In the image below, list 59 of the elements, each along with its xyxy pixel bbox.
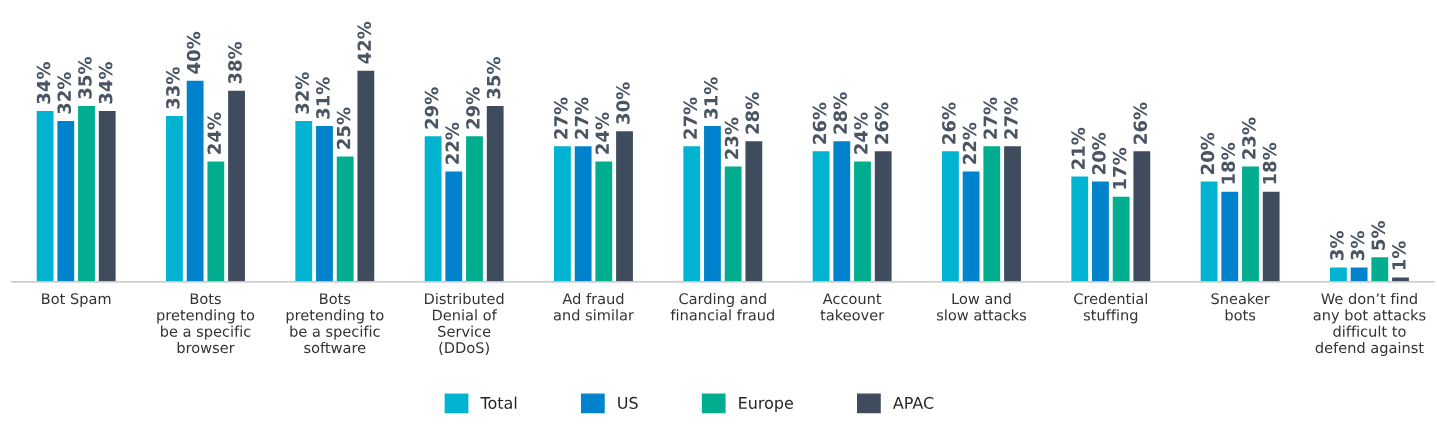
data-label: 28% xyxy=(833,92,848,134)
data-label: 34% xyxy=(98,62,113,104)
x-tick-label: Account takeover xyxy=(820,293,885,321)
x-tick-label: Ad fraud and similar xyxy=(553,292,634,321)
data-label: 38% xyxy=(228,41,242,84)
data-label: 22% xyxy=(962,122,977,164)
data-label: 26% xyxy=(942,102,956,144)
data-label: 35% xyxy=(486,57,501,99)
data-label: 26% xyxy=(1133,102,1148,144)
data-label: 20% xyxy=(1200,132,1215,174)
data-label: 17% xyxy=(1112,147,1127,189)
x-tick-label: Credential stuffing xyxy=(1074,292,1147,324)
data-label: 26% xyxy=(812,102,827,144)
data-label: 23% xyxy=(1242,117,1256,159)
data-label: 31% xyxy=(316,77,330,119)
data-label: 27% xyxy=(683,97,698,139)
data-label: 24% xyxy=(854,112,868,154)
x-tick-label: Sneaker bots xyxy=(1211,292,1270,321)
data-label: 22% xyxy=(445,122,460,164)
x-tick-label: Distributed Denial of Service (DDoS) xyxy=(425,292,504,355)
x-tick-label: Bot Spam xyxy=(42,293,111,308)
data-label: 32% xyxy=(57,72,72,114)
data-label: 32% xyxy=(295,72,310,114)
data-label: 18% xyxy=(1221,142,1236,184)
data-label: 25% xyxy=(336,107,351,149)
legend-label: US xyxy=(618,396,638,409)
data-label: 21% xyxy=(1071,127,1085,169)
data-label: 5% xyxy=(1371,220,1386,250)
data-label: 42% xyxy=(357,21,372,64)
data-label: 29% xyxy=(466,87,480,129)
x-tick-label: Bots pretending to be a specific software xyxy=(286,293,384,354)
data-label: 24% xyxy=(595,112,610,154)
data-label: 27% xyxy=(1004,97,1018,139)
data-label: 3% xyxy=(1350,231,1365,260)
data-label: 23% xyxy=(724,117,739,159)
data-label: 27% xyxy=(983,97,998,139)
x-tick-label: We don’t find any bot attacks difficult to defend against xyxy=(1313,292,1426,357)
data-label: 31% xyxy=(704,77,718,119)
x-tick-label: Low and slow attacks xyxy=(937,292,1027,321)
x-tick-label: Bots pretending to be a specific browser xyxy=(157,293,255,354)
data-label: 29% xyxy=(424,87,439,129)
data-label: 28% xyxy=(745,92,760,134)
legend-label: APAC xyxy=(892,396,934,409)
data-label: 33% xyxy=(166,67,180,109)
data-label: 20% xyxy=(1092,132,1106,174)
data-label: 40% xyxy=(186,31,201,74)
data-label: 3% xyxy=(1330,231,1344,260)
data-label: 27% xyxy=(574,97,589,139)
legend-label: Total xyxy=(480,396,517,409)
data-label: 24% xyxy=(207,112,222,154)
data-label: 35% xyxy=(78,57,92,99)
legend-label: Europe xyxy=(739,397,793,413)
x-tick-label: Carding and financial fraud xyxy=(670,292,774,321)
data-label: 27% xyxy=(554,97,568,139)
data-label: 26% xyxy=(874,102,889,144)
data-label: 30% xyxy=(616,82,630,124)
data-label: 1% xyxy=(1392,241,1406,270)
data-label: 18% xyxy=(1262,142,1277,184)
data-label: 34% xyxy=(36,62,51,104)
